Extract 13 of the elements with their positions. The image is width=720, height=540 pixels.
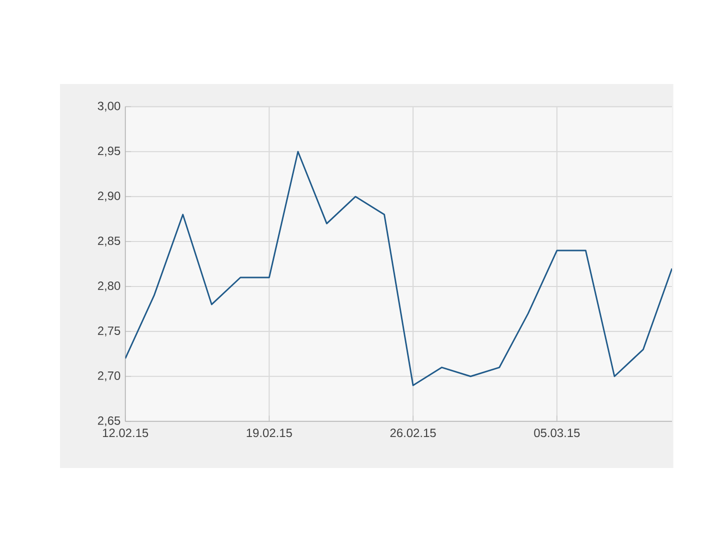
- x-tick-label: 26.02.15: [390, 428, 436, 438]
- line-series: [125, 150, 672, 386]
- x-tick-label: 12.02.15: [102, 428, 148, 438]
- x-tick-label: 19.02.15: [246, 428, 292, 438]
- x-tick-label: 05.03.15: [534, 428, 580, 438]
- y-tick-label: 2,85: [98, 236, 120, 246]
- y-tick-label: 2,75: [98, 326, 120, 336]
- y-tick-label: 2,80: [98, 282, 120, 292]
- y-tick-label: 2,65: [98, 416, 120, 426]
- y-tick-label: 3,00: [98, 102, 120, 112]
- y-tick-label: 2,95: [98, 146, 120, 157]
- y-tick-label: 2,70: [98, 371, 120, 382]
- y-tick-label: 2,90: [98, 192, 120, 202]
